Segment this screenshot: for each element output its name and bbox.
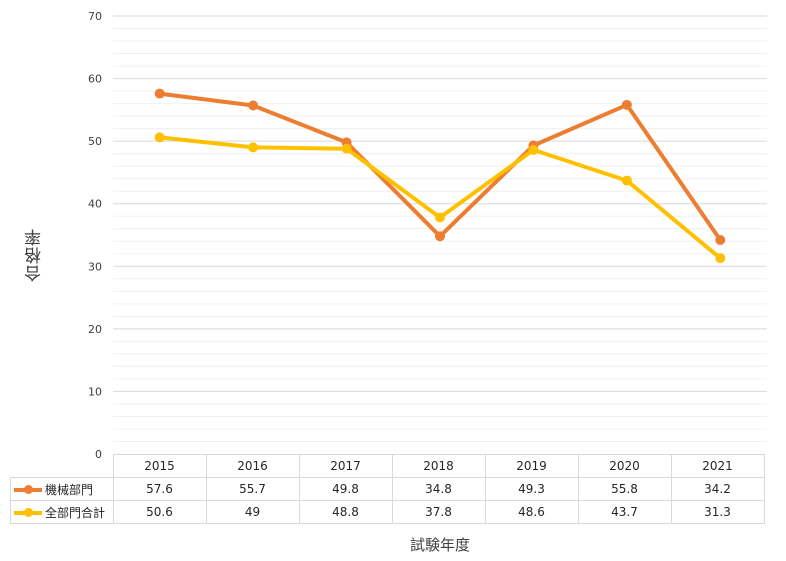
x-axis-label: 試験年度 xyxy=(409,536,470,554)
data-label: 37.8 xyxy=(391,500,486,524)
data-point-series-2 xyxy=(435,212,445,223)
y-tick-label: 60 xyxy=(88,73,102,86)
data-point-series-2 xyxy=(621,175,632,186)
data-table-row-series-1: 機械部門 57.6 55.7 49.8 34.8 49.3 55.8 34.2 xyxy=(10,477,765,501)
data-label: 57.6 xyxy=(112,477,207,501)
data-label: 48.6 xyxy=(484,500,579,524)
y-tick-label: 50 xyxy=(88,135,102,148)
y-tick-label: 20 xyxy=(88,323,102,336)
data-label: 55.8 xyxy=(577,477,672,501)
data-label: 50.6 xyxy=(112,500,207,524)
x-tick-label: 2021 xyxy=(670,454,765,478)
y-tick-label: 30 xyxy=(88,260,102,273)
data-point-series-1 xyxy=(621,99,632,110)
data-label: 34.2 xyxy=(670,477,765,501)
data-table: 2015 2016 2017 2018 2019 2020 2021 機械部門 … xyxy=(10,454,765,524)
legend-label: 機械部門 xyxy=(45,482,94,497)
data-table-corner xyxy=(10,454,114,478)
data-point-series-2 xyxy=(154,132,165,143)
gridlines xyxy=(113,15,767,442)
data-label: 49.3 xyxy=(484,477,579,501)
data-label: 31.3 xyxy=(670,500,765,524)
data-point-series-2 xyxy=(528,144,539,155)
legend-line-icon xyxy=(14,508,42,517)
data-table-row-series-2: 全部門合計 50.6 49 48.8 37.8 48.6 43.7 31.3 xyxy=(10,500,765,524)
data-label: 55.7 xyxy=(205,477,300,501)
x-tick-label: 2019 xyxy=(484,454,579,478)
x-tick-label: 2015 xyxy=(112,454,207,478)
y-tick-label: 70 xyxy=(88,10,102,23)
data-point-series-2 xyxy=(341,143,352,154)
y-tick-label: 10 xyxy=(88,385,102,398)
data-point-series-2 xyxy=(715,253,726,264)
legend-label: 全部門合計 xyxy=(45,505,106,520)
data-point-series-2 xyxy=(248,142,259,153)
legend-entry-series-2: 全部門合計 xyxy=(10,500,114,524)
x-tick-label: 2018 xyxy=(391,454,486,478)
data-point-series-1 xyxy=(248,100,259,111)
data-point-series-1 xyxy=(154,88,165,99)
data-table-header-row: 2015 2016 2017 2018 2019 2020 2021 xyxy=(10,454,765,478)
x-tick-label: 2020 xyxy=(577,454,672,478)
data-label: 43.7 xyxy=(577,500,672,524)
data-point-series-1 xyxy=(435,231,445,242)
data-point-series-1 xyxy=(715,235,726,246)
legend-line-icon xyxy=(14,485,42,494)
y-tick-label: 40 xyxy=(88,198,102,211)
legend-entry-series-1: 機械部門 xyxy=(10,477,114,501)
data-label: 49 xyxy=(205,500,300,524)
data-label: 34.8 xyxy=(391,477,486,501)
y-axis-label: 合格率 xyxy=(25,228,45,282)
x-tick-label: 2017 xyxy=(298,454,393,478)
x-tick-label: 2016 xyxy=(205,454,300,478)
data-label: 48.8 xyxy=(298,500,393,524)
data-label: 49.8 xyxy=(298,477,393,501)
series-points xyxy=(154,88,726,264)
